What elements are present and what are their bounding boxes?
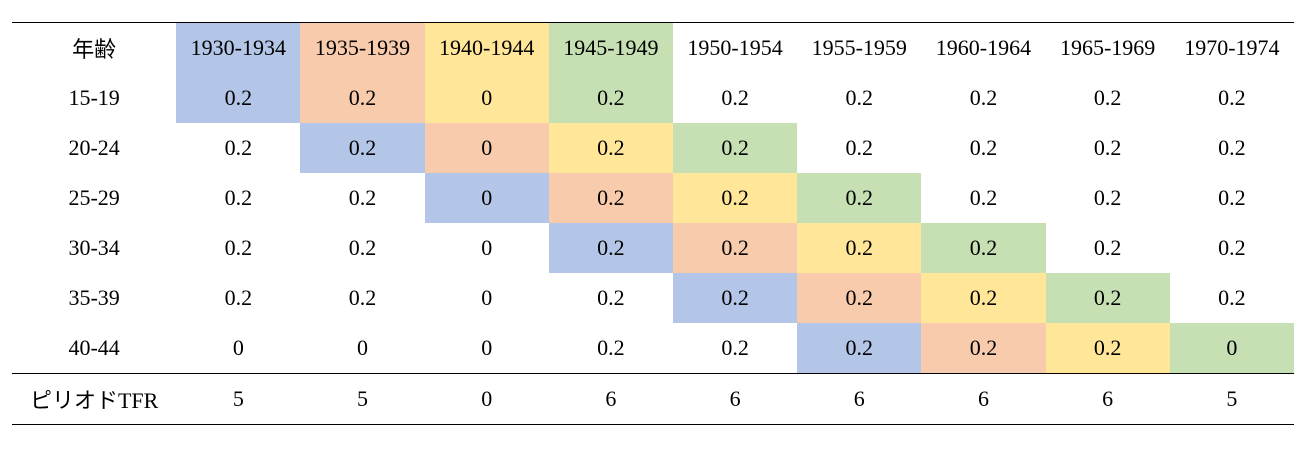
tfr-value: 6	[977, 386, 989, 411]
table-cell: 0.2	[224, 235, 253, 260]
table-cell: 0.2	[1218, 235, 1246, 260]
table-cell: 0.2	[969, 135, 998, 160]
table-row: 30-34 0.2 0.2 0 0.2 0.2 0.2 0.2 0.2 0.2	[12, 223, 1294, 273]
age-label: 25-29	[68, 185, 120, 210]
table-cell: 0.2	[921, 273, 1046, 323]
tfr-value: 6	[729, 386, 741, 411]
table-cell: 0.2	[1045, 273, 1170, 323]
table-row: 25-29 0.2 0.2 0 0.2 0.2 0.2 0.2 0.2 0.2	[12, 173, 1294, 223]
period-tfr-label: ピリオドTFR	[29, 388, 159, 413]
tfr-value: 6	[605, 386, 617, 411]
tfr-value: 0	[481, 386, 493, 411]
table-cell: 0.2	[797, 173, 922, 223]
table-cell: 0.2	[673, 173, 798, 223]
table-cell: 0	[1169, 323, 1294, 374]
column-header: 1935-1939	[300, 22, 425, 73]
table-cell: 0.2	[300, 73, 425, 123]
table-cell: 0.2	[1045, 323, 1170, 374]
tfr-value: 5	[357, 386, 369, 411]
table-cell: 0.2	[348, 185, 377, 210]
age-label: 20-24	[68, 135, 120, 160]
table-cell: 0	[481, 335, 493, 360]
table-cell: 0	[424, 173, 549, 223]
table-cell: 0.2	[224, 185, 253, 210]
table-cell: 0.2	[1093, 135, 1122, 160]
table-cell: 0.2	[1218, 85, 1246, 110]
column-header: 1955-1959	[811, 35, 907, 60]
table-cell: 0.2	[969, 85, 998, 110]
table-cell: 0.2	[797, 223, 922, 273]
table-cell: 0.2	[548, 123, 673, 173]
table-cell: 0.2	[1218, 285, 1246, 310]
table-cell: 0	[424, 73, 549, 123]
table-row: 15-19 0.2 0.2 0 0.2 0.2 0.2 0.2 0.2 0.2	[12, 73, 1294, 123]
period-tfr-table: 年齢 1930-1934 1935-1939 1940-1944 1945-19…	[12, 22, 1294, 425]
column-header: 1945-1949	[548, 22, 673, 73]
table-cell: 0	[232, 335, 244, 360]
column-header: 1970-1974	[1184, 35, 1280, 60]
age-label: 15-19	[68, 85, 120, 110]
column-header: 1940-1944	[424, 22, 549, 73]
age-label: 30-34	[68, 235, 120, 260]
table-cell: 0.2	[797, 273, 922, 323]
table-cell: 0	[357, 335, 369, 360]
table-cell: 0.2	[673, 223, 798, 273]
column-header: 1960-1964	[935, 35, 1032, 60]
table-cell: 0.2	[845, 85, 874, 110]
tfr-value: 6	[1102, 386, 1114, 411]
table-row: 35-39 0.2 0.2 0 0.2 0.2 0.2 0.2 0.2 0.2	[12, 273, 1294, 323]
table-row: 40-44 0 0 0 0.2 0.2 0.2 0.2 0.2 0	[12, 323, 1294, 374]
table-cell: 0.2	[348, 285, 377, 310]
table-cell: 0.2	[348, 235, 377, 260]
table-cell: 0	[424, 123, 549, 173]
table-cell: 0.2	[1093, 85, 1122, 110]
tfr-value: 5	[232, 386, 244, 411]
header-row: 年齢 1930-1934 1935-1939 1940-1944 1945-19…	[12, 22, 1294, 73]
table-cell: 0.2	[721, 85, 749, 110]
table-cell: 0	[481, 285, 493, 310]
table-cell: 0.2	[1218, 135, 1246, 160]
table-cell: 0.2	[721, 335, 749, 360]
corner-header-age: 年齢	[72, 38, 117, 63]
table-cell: 0.2	[673, 123, 798, 173]
table-cell: 0.2	[548, 223, 673, 273]
tfr-value: 6	[853, 386, 865, 411]
column-header: 1965-1969	[1059, 35, 1156, 60]
table-cell: 0	[481, 235, 493, 260]
table-cell: 0.2	[597, 335, 625, 360]
table-cell: 0.2	[548, 73, 673, 123]
footer-row-period-tfr: ピリオドTFR 5 5 0 6 6 6 6 6 5	[12, 373, 1294, 425]
table-cell: 0.2	[224, 285, 253, 310]
table-cell: 0.2	[1218, 185, 1246, 210]
table-cell: 0.2	[300, 123, 425, 173]
table-cell: 0.2	[845, 135, 874, 160]
table-cell: 0.2	[969, 185, 998, 210]
table-row: 20-24 0.2 0.2 0 0.2 0.2 0.2 0.2 0.2 0.2	[12, 123, 1294, 173]
table-cell: 0.2	[797, 323, 922, 374]
table-cell: 0.2	[921, 323, 1046, 374]
column-header: 1930-1934	[176, 22, 301, 73]
table-cell: 0.2	[1093, 235, 1122, 260]
table-cell: 0.2	[673, 273, 798, 323]
column-header: 1950-1954	[687, 35, 783, 60]
tfr-value: 5	[1226, 386, 1238, 411]
age-label: 35-39	[68, 285, 120, 310]
table-cell: 0.2	[176, 73, 301, 123]
table-cell: 0.2	[921, 223, 1046, 273]
table-cell: 0.2	[224, 135, 253, 160]
table-cell: 0.2	[597, 285, 625, 310]
table-cell: 0.2	[548, 173, 673, 223]
table-cell: 0.2	[1093, 185, 1122, 210]
age-label: 40-44	[68, 335, 120, 360]
